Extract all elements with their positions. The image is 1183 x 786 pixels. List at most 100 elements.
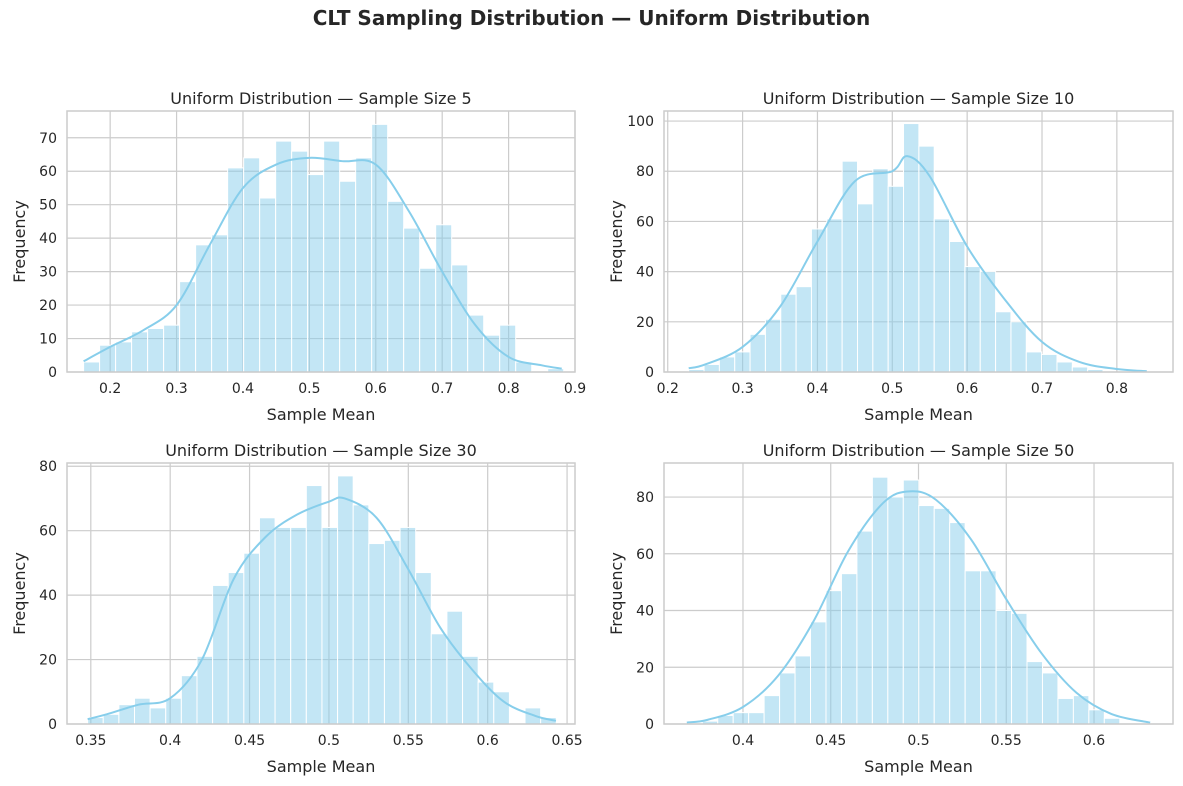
histogram-bar	[339, 180, 357, 373]
histogram-bar	[1025, 351, 1043, 373]
x-tick-label: 0.5	[907, 733, 929, 749]
histogram-bar	[980, 570, 997, 725]
x-tick-label: 0.2	[99, 381, 121, 397]
x-tick-label: 0.6	[365, 381, 387, 397]
histogram-bar	[732, 712, 750, 725]
histogram-bar	[933, 507, 951, 725]
x-axis-label: Sample Mean	[267, 757, 376, 776]
histogram-bar	[918, 505, 935, 725]
x-tick-label: 0.5	[298, 381, 320, 397]
histogram-bar	[1088, 709, 1105, 725]
x-tick-label: 0.5	[881, 381, 903, 397]
x-tick-label: 0.4	[232, 381, 254, 397]
histogram-bar	[131, 331, 149, 373]
x-tick-label: 0.4	[806, 381, 828, 397]
histogram-bar	[887, 185, 905, 373]
axes-frame	[663, 110, 1174, 373]
histogram-bar	[243, 157, 261, 373]
histogram-bar	[83, 361, 101, 373]
histogram-bar	[415, 572, 432, 725]
subplot-title: Uniform Distribution — Sample Size 10	[763, 89, 1075, 108]
y-tick-label: 40	[39, 588, 57, 604]
histogram-bar	[305, 485, 323, 725]
y-tick-label: 20	[39, 653, 57, 669]
histogram-bar	[430, 633, 448, 725]
y-tick-label: 40	[39, 231, 57, 247]
histogram-bar	[499, 324, 517, 373]
y-tick-label: 70	[39, 131, 57, 147]
histogram-bar	[794, 655, 812, 725]
histogram-bar	[212, 584, 229, 725]
histogram-bar	[321, 526, 339, 725]
histogram-bar	[703, 363, 720, 373]
histogram-bar	[483, 334, 501, 373]
y-tick-label: 0	[645, 365, 654, 381]
y-tick-label: 80	[636, 164, 654, 180]
histogram-bar	[810, 621, 827, 725]
histogram-bar	[795, 286, 812, 373]
y-tick-label: 10	[39, 332, 57, 348]
chart-panel: 0.35 0.4 0.45 0.5 0.55 0.6 0.65 0 20 40 60 80 Unifor…	[10, 441, 583, 776]
chart-panel: 0.4 0.45 0.5 0.55 0.6 0 20 40 60 80 Uniform Distri…	[607, 441, 1174, 776]
histogram-bar	[134, 697, 151, 725]
x-axis-label: Sample Mean	[864, 757, 973, 776]
y-tick-label: 80	[636, 490, 654, 506]
kde-line	[688, 155, 1147, 373]
subplot-title: Uniform Distribution — Sample Size 30	[165, 441, 477, 460]
histogram-bar	[949, 241, 966, 373]
histogram-bar	[259, 197, 277, 373]
histogram-bar	[933, 218, 951, 373]
histogram-bar	[227, 572, 245, 725]
histogram-bar	[368, 543, 385, 725]
histogram-bar	[780, 293, 797, 373]
histogram-bar	[871, 476, 889, 725]
y-tick-label: 20	[636, 660, 654, 676]
histogram-bar	[371, 123, 389, 373]
x-tick-label: 0.2	[657, 381, 679, 397]
x-tick-label: 0.65	[551, 733, 582, 749]
histogram-bar	[856, 203, 874, 373]
histogram-bar	[291, 150, 309, 373]
histogram-bar	[307, 174, 325, 373]
y-tick-label: 0	[48, 717, 57, 733]
histogram-bar	[419, 267, 437, 373]
axes-frame	[663, 462, 1174, 725]
x-tick-label: 0.55	[991, 733, 1022, 749]
histogram-bar	[748, 712, 765, 725]
histogram-bar	[1026, 661, 1043, 725]
histogram-bar	[1041, 672, 1059, 725]
x-tick-label: 0.8	[1106, 381, 1128, 397]
histogram-bar	[810, 228, 828, 373]
y-axis-label: Frequency	[10, 200, 29, 283]
histogram-bar	[243, 552, 260, 725]
histogram-bar	[1057, 697, 1074, 725]
histogram-bar	[451, 264, 469, 373]
histogram-bar	[1071, 366, 1089, 373]
y-tick-label: 0	[645, 717, 654, 733]
histogram-bar	[290, 526, 307, 725]
histogram-bar	[149, 707, 167, 725]
x-tick-label: 0.9	[564, 381, 586, 397]
histogram-bar	[147, 328, 165, 373]
histogram-bar	[979, 271, 997, 373]
x-axis-label: Sample Mean	[267, 405, 376, 424]
histogram-bar	[196, 655, 214, 725]
axes-frame	[66, 110, 576, 373]
histogram-bar	[387, 200, 405, 373]
histogram-bar	[211, 234, 229, 373]
histogram-bar	[275, 140, 293, 373]
y-tick-label: 20	[636, 315, 654, 331]
y-tick-label: 40	[636, 604, 654, 620]
histogram-bar	[477, 681, 495, 725]
histogram-bar	[902, 479, 920, 725]
histogram-bar	[840, 573, 858, 725]
y-axis-label: Frequency	[607, 200, 626, 283]
x-tick-label: 0.6	[1083, 733, 1105, 749]
x-axis-label: Sample Mean	[864, 405, 973, 424]
histogram-bar	[403, 227, 421, 373]
x-tick-label: 0.55	[393, 733, 424, 749]
histogram-bar	[764, 318, 782, 373]
histogram-bar	[195, 244, 213, 373]
histogram-bar	[1103, 717, 1121, 725]
